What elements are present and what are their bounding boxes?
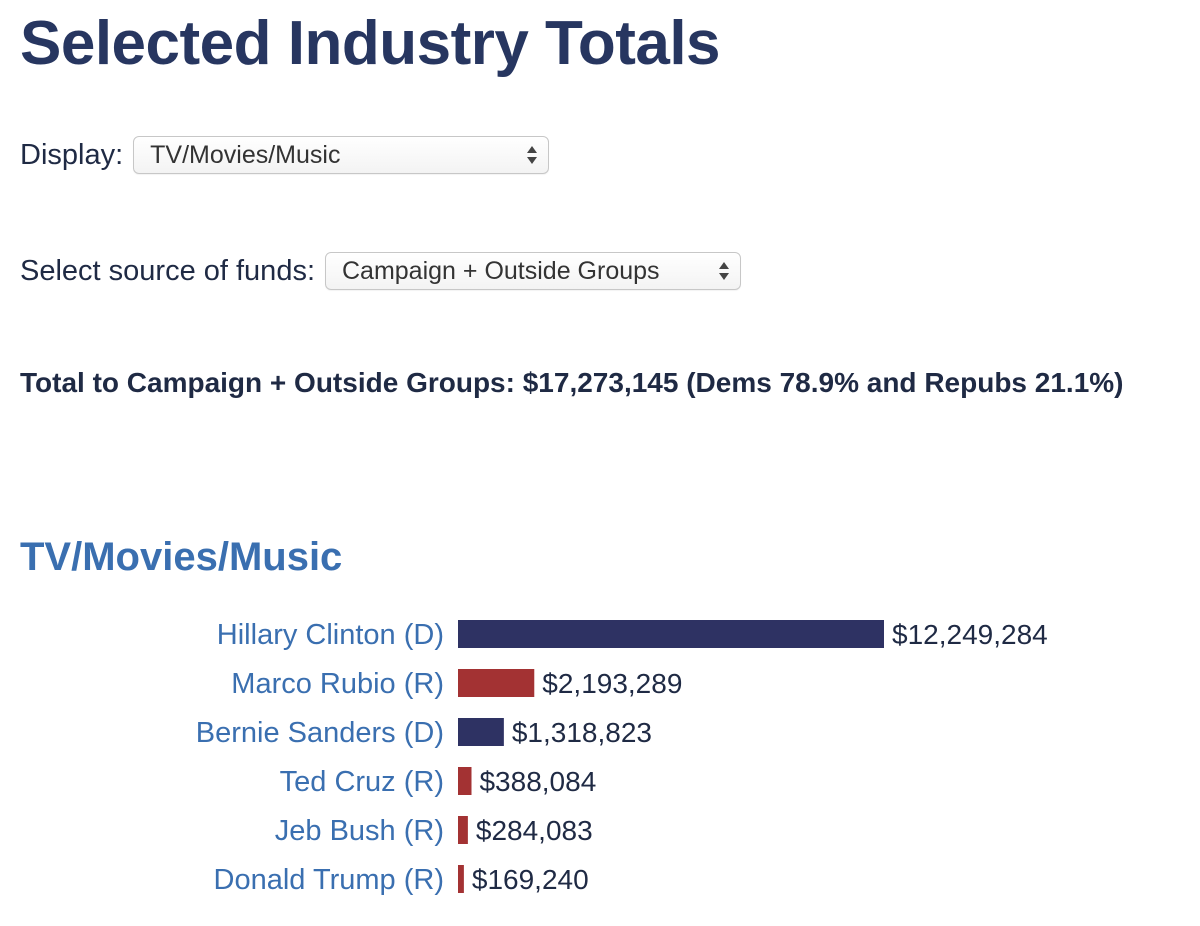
chart-title: TV/Movies/Music — [20, 535, 343, 579]
value-label-marco-rubio: $2,193,289 — [542, 668, 682, 699]
candidate-link-ted-cruz[interactable]: Ted Cruz (R) — [280, 766, 444, 798]
select-arrows-icon — [719, 262, 729, 280]
bar-jeb-bush — [458, 816, 468, 844]
value-label-hillary-clinton: $12,249,284 — [892, 619, 1048, 650]
bar-bernie-sanders — [458, 718, 504, 746]
value-label-bernie-sanders: $1,318,823 — [512, 717, 652, 748]
candidate-link-jeb-bush[interactable]: Jeb Bush (R) — [275, 815, 444, 847]
display-row: Display: TV/Movies/Music — [20, 136, 550, 174]
display-select-value: TV/Movies/Music — [150, 140, 341, 169]
value-label-ted-cruz: $388,084 — [479, 766, 596, 797]
bar-hillary-clinton — [458, 620, 884, 648]
bar-donald-trump — [458, 865, 464, 893]
source-label: Select source of funds: — [20, 254, 315, 287]
candidate-link-hillary-clinton[interactable]: Hillary Clinton (D) — [217, 619, 444, 651]
value-label-donald-trump: $169,240 — [472, 864, 589, 895]
bar-ted-cruz — [458, 767, 472, 795]
total-summary: Total to Campaign + Outside Groups: $17,… — [20, 367, 1124, 398]
candidate-link-donald-trump[interactable]: Donald Trump (R) — [214, 864, 444, 896]
source-select-value: Campaign + Outside Groups — [342, 256, 660, 285]
display-select[interactable]: TV/Movies/Music — [133, 136, 550, 174]
select-arrows-icon — [527, 146, 538, 164]
display-label: Display: — [20, 138, 124, 171]
page-title: Selected Industry Totals — [20, 9, 721, 78]
bar-marco-rubio — [458, 669, 535, 697]
value-label-jeb-bush: $284,083 — [476, 815, 593, 846]
source-row: Select source of funds: Campaign + Outsi… — [20, 252, 741, 290]
candidate-link-bernie-sanders[interactable]: Bernie Sanders (D) — [196, 717, 444, 749]
bar-chart: Hillary Clinton (D) $12,249,284 Marco Rubi… — [196, 619, 1048, 896]
candidate-link-marco-rubio[interactable]: Marco Rubio (R) — [231, 668, 444, 700]
source-select[interactable]: Campaign + Outside Groups — [325, 252, 741, 290]
